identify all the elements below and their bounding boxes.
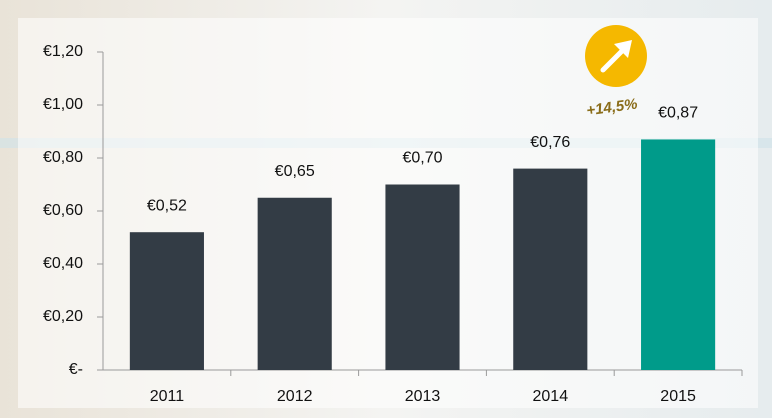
value-label: €0,52 [147, 197, 187, 214]
bar [513, 169, 587, 370]
x-tick-label: 2011 [150, 388, 185, 405]
annotation-icon [585, 25, 647, 87]
x-tick-label: 2012 [277, 388, 313, 405]
value-label: €0,65 [275, 163, 315, 180]
page: +14,5% €-€0,20€0,40€0,60€0,80€1,00€1,202… [0, 0, 772, 418]
y-tick-label: €0,60 [43, 202, 83, 219]
value-label: €0,70 [402, 150, 442, 167]
y-tick-label: €0,80 [43, 149, 83, 166]
bar [258, 198, 332, 370]
x-tick-label: 2014 [533, 388, 569, 405]
y-tick-label: €1,20 [43, 43, 83, 60]
bar [641, 139, 715, 370]
x-tick-label: 2015 [660, 388, 696, 405]
y-tick-label: €1,00 [43, 96, 83, 113]
y-tick-label: €0,40 [43, 255, 83, 272]
value-label: €0,87 [658, 105, 698, 122]
x-tick-label: 2013 [405, 388, 441, 405]
value-label: €0,76 [530, 134, 570, 151]
y-tick-label: €0,20 [43, 308, 83, 325]
bar [130, 232, 204, 370]
bar [385, 185, 459, 371]
chart: +14,5% €-€0,20€0,40€0,60€0,80€1,00€1,202… [0, 0, 772, 418]
y-tick-label: €- [69, 361, 83, 378]
